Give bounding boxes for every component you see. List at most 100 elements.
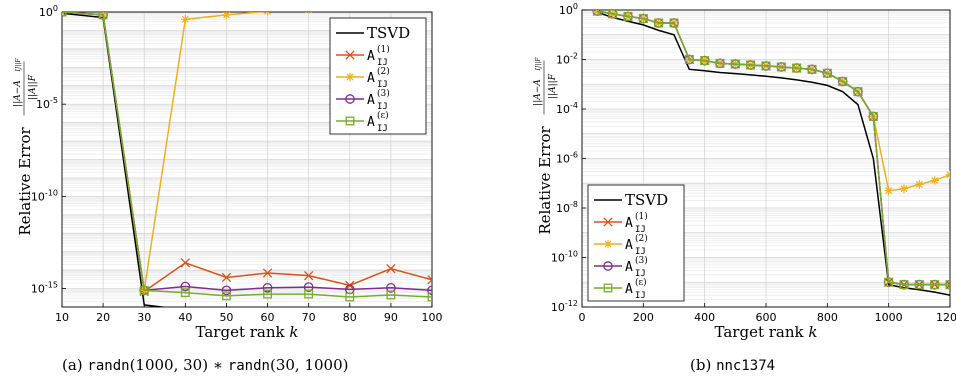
x-tick-label: 90 — [384, 311, 398, 324]
chart-a: 10 20 30 40 50 60 70 80 90 100 100 10-5 10-10 10-15 Ta… — [13, 1, 443, 341]
legend-entry: A (3) IJ — [594, 255, 648, 279]
series-line — [597, 10, 950, 286]
data-point — [62, 12, 67, 17]
data-point — [593, 10, 602, 16]
legend-label: A — [625, 238, 633, 253]
caption-part: nnc1374 — [716, 358, 776, 374]
legend-label: A — [367, 49, 375, 64]
data-point — [180, 288, 190, 298]
legend-label: A — [367, 93, 375, 108]
x-tick-label: 30 — [137, 311, 151, 324]
series-ε — [592, 10, 950, 290]
y-tick-label: 100 — [559, 2, 578, 17]
data-point — [684, 55, 694, 64]
legend-sub: IJ — [635, 225, 646, 235]
data-point — [427, 292, 432, 302]
x-axis-label: Target rank k — [196, 323, 299, 341]
data-point — [427, 285, 432, 296]
y-tick-label: 10-10 — [551, 250, 578, 265]
y-tick-label: 10-2 — [556, 52, 578, 67]
y-tick-label: 100 — [39, 4, 58, 19]
caption-label: (b) — [690, 356, 717, 374]
data-point — [264, 12, 272, 16]
data-point — [792, 63, 802, 73]
data-point — [427, 275, 432, 285]
y-label-text: Relative Error — [536, 126, 554, 235]
data-point — [263, 289, 272, 299]
data-point — [304, 271, 314, 281]
caption-b: (b) nnc1374 — [690, 356, 775, 374]
legend-entry: A (ε) IJ — [594, 277, 647, 301]
data-point — [222, 291, 231, 301]
data-point — [262, 268, 273, 278]
legend-entry: TSVD — [594, 191, 668, 209]
legend-label: A — [367, 115, 375, 130]
legend-sub: IJ — [377, 80, 388, 90]
legend-sup: (2) — [377, 66, 390, 77]
x-tick-label: 1200 — [936, 311, 956, 324]
legend-sub: IJ — [635, 247, 646, 257]
data-point — [761, 61, 771, 71]
y-tick-label: 10-5 — [36, 96, 58, 111]
data-point — [807, 64, 817, 74]
data-point — [603, 261, 613, 271]
y-tick-label: 10-15 — [31, 281, 58, 296]
data-point — [715, 58, 725, 68]
data-point — [868, 112, 878, 121]
data-point — [345, 116, 355, 126]
x-tick-label: 0 — [579, 311, 586, 324]
legend-entry: A (ε) IJ — [336, 110, 389, 134]
legend-sup: (ε) — [377, 110, 389, 121]
data-point — [387, 2, 395, 10]
data-point — [221, 285, 232, 296]
y-label-denominator: ||A||F — [28, 74, 38, 100]
data-point — [386, 290, 396, 300]
data-point — [386, 282, 396, 293]
data-point — [262, 282, 273, 293]
x-tick-label: 1000 — [875, 311, 903, 324]
legend-sup: (2) — [635, 233, 648, 244]
legend-sub: IJ — [635, 291, 646, 301]
legend-label: TSVD — [367, 24, 410, 42]
data-point — [428, 1, 436, 9]
caption-part: (30, 1000) — [269, 356, 349, 374]
series-line — [62, 12, 432, 298]
series-TSVD — [62, 12, 168, 307]
y-tick-label: 10-4 — [556, 101, 578, 116]
data-point — [730, 59, 740, 69]
data-point — [345, 72, 355, 82]
caption-part: (1000, 30) ∗ — [129, 356, 228, 374]
x-tick-label: 100 — [422, 311, 443, 324]
caption-a: (a) randn(1000, 30) ∗ randn(30, 1000) — [62, 356, 348, 374]
legend-entry: A (1) IJ — [336, 44, 390, 68]
y-label-numerator: ||A−A — [533, 79, 543, 106]
legend-sup: (3) — [635, 255, 648, 266]
legend-label: A — [625, 216, 633, 231]
data-point — [822, 68, 832, 78]
x-tick-label: 10 — [55, 311, 69, 324]
data-point — [945, 170, 950, 179]
legend-entry: A (3) IJ — [336, 88, 390, 112]
x-tick-label: 70 — [302, 311, 316, 324]
legend-sup: (ε) — [635, 277, 647, 288]
x-axis-label: Target rank k — [715, 323, 818, 341]
y-tick-label: 10-6 — [556, 151, 578, 166]
legend-box — [329, 17, 427, 135]
data-point — [386, 264, 396, 274]
legend-entry: TSVD — [336, 24, 410, 42]
data-point — [930, 280, 940, 290]
y-label-sub: IJ||F — [535, 57, 542, 72]
legend-sub: IJ — [377, 58, 388, 68]
caption-label: (a) — [62, 356, 88, 374]
data-point — [884, 186, 893, 195]
legend-label: TSVD — [625, 191, 668, 209]
data-point — [345, 94, 355, 104]
x-tick-label: 60 — [261, 311, 275, 324]
data-point — [139, 285, 149, 295]
chart-b: 0 200 400 600 800 1000 1200 100 10-2 10-4 10-6 10-8… — [533, 2, 956, 341]
data-point — [98, 12, 108, 20]
y-label-denominator: ||A||F — [548, 73, 558, 99]
data-point — [303, 282, 314, 292]
y-tick-label: 10-12 — [551, 299, 578, 314]
